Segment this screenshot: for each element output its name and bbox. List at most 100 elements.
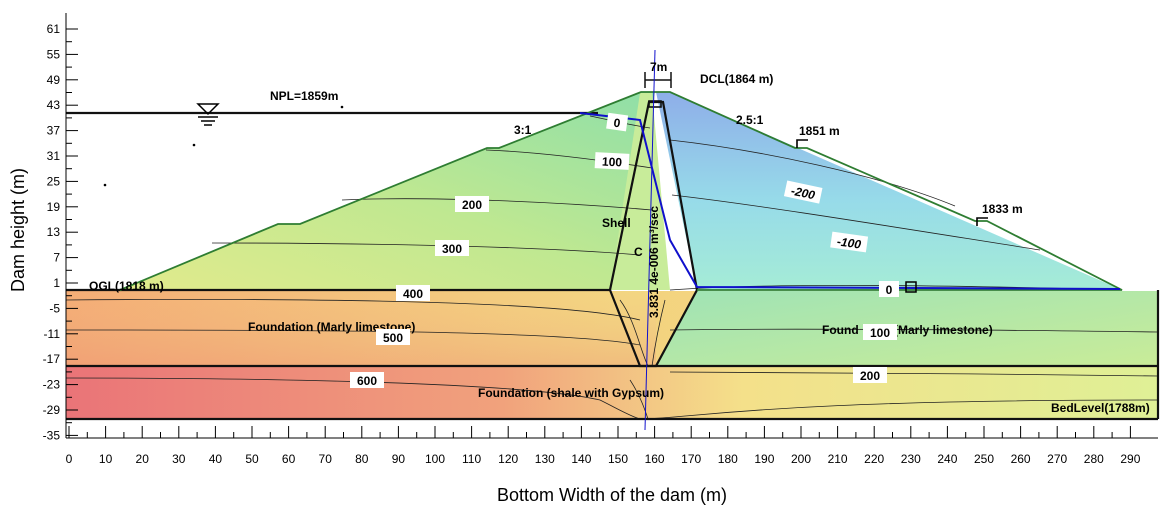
x-tick-label: 270 — [1047, 452, 1067, 466]
y-tick-label: -29 — [43, 403, 61, 417]
x-tick-label: 0 — [66, 452, 73, 466]
stray-point — [340, 105, 344, 109]
x-tick-label: 30 — [172, 452, 186, 466]
foundation-left-label: Foundation (Marly limestone) — [248, 320, 415, 334]
contour-200-downstream — [669, 371, 1159, 377]
axes-frame: 61 55 49 43 37 31 25 19 13 7 1 -5 -11 -17 -23 -29 -35 0 1… — [43, 13, 1158, 466]
contour-minus-200 — [669, 139, 956, 207]
contour-label-100-upstream: 100 — [602, 154, 623, 169]
berm-marker-upper — [796, 139, 808, 148]
y-tick-label: 37 — [47, 124, 61, 138]
y-tick-label: -17 — [43, 352, 61, 366]
drain-marker — [905, 281, 917, 293]
flux-label: 3.831 4e-006 m³/sec — [647, 206, 661, 318]
y-tick-label: 19 — [47, 200, 61, 214]
x-tick-label: 250 — [974, 452, 994, 466]
x-tick-label: 20 — [136, 452, 150, 466]
x-tick-label: 210 — [828, 452, 848, 466]
x-tick-label: 70 — [319, 452, 333, 466]
annotations: NPL=1859m DCL(1864 m) 7m 3:1 2.5:1 1851 … — [89, 60, 1150, 415]
foundation-bottom-label: Foundation (shale with Gypsum) — [478, 386, 664, 400]
y-axis-ticks: 61 55 49 43 37 31 25 19 13 7 1 -5 -11 -17 -23 -29 -35 — [43, 22, 78, 442]
npl-label: NPL=1859m — [270, 89, 338, 103]
x-tick-label: 200 — [791, 452, 811, 466]
foundation-right-label-a: Found — [822, 323, 859, 337]
x-tick-label: 170 — [681, 452, 701, 466]
contour-label-100-downstream: 100 — [870, 326, 890, 340]
y-tick-label: 49 — [47, 73, 61, 87]
x-tick-label: 280 — [1084, 452, 1104, 466]
y-tick-label: -35 — [43, 428, 61, 442]
dcl-label: DCL(1864 m) — [700, 72, 773, 86]
contour-label-500: 500 — [383, 331, 403, 345]
x-tick-label: 40 — [209, 452, 223, 466]
contour-100-upstream — [485, 149, 653, 169]
y-tick-label: 13 — [47, 225, 61, 239]
bed-level-label: BedLevel(1788m) — [1051, 401, 1150, 415]
x-tick-label: 80 — [355, 452, 369, 466]
x-tick-label: 120 — [498, 452, 518, 466]
right-foundation-fill — [656, 291, 1158, 366]
contour-100-downstream — [669, 328, 1159, 333]
core-contour-a — [619, 299, 649, 367]
core-label: C — [634, 245, 643, 259]
foundation-right-label-b: (Marly limestone) — [894, 323, 993, 337]
downstream-slope-label: 2.5:1 — [736, 113, 764, 127]
y-tick-label: 31 — [47, 149, 61, 163]
stray-point — [192, 143, 196, 147]
head-contour-fill — [66, 92, 1158, 419]
x-tick-label: 260 — [1011, 452, 1031, 466]
x-axis-ticks: 0 10 20 30 40 50 60 70 80 90 100 110 120 130 140 150 160… — [66, 426, 1141, 466]
x-tick-label: 240 — [937, 452, 957, 466]
embankment-outline — [119, 91, 1123, 291]
crest-box — [648, 100, 662, 108]
x-tick-label: 130 — [535, 452, 555, 466]
x-tick-label: 50 — [245, 452, 259, 466]
x-tick-label: 60 — [282, 452, 296, 466]
core-outline — [608, 100, 699, 291]
contour-minus-100 — [671, 194, 1041, 251]
contour-label-minus-100: -100 — [836, 234, 862, 251]
contour-bottom-right — [639, 399, 1159, 420]
x-tick-label: 290 — [1120, 452, 1140, 466]
contour-labels: 0 100 200 300 400 500 600 -200 -100 0 10… — [350, 112, 899, 388]
x-tick-label: 110 — [462, 452, 481, 466]
x-tick-label: 190 — [754, 452, 774, 466]
y-tick-label: 61 — [47, 22, 61, 36]
contour-label-0-upstream: 0 — [613, 116, 622, 131]
upstream-shell-fill — [120, 92, 655, 290]
x-tick-label: 180 — [718, 452, 738, 466]
shell-label: Shell — [602, 216, 631, 230]
contour-label-600: 600 — [357, 374, 377, 388]
berm-lower-label: 1833 m — [982, 202, 1023, 216]
contour-300-upstream — [211, 242, 641, 256]
x-axis-title: Bottom Width of the dam (m) — [497, 485, 727, 505]
y-tick-label: 25 — [47, 174, 61, 188]
y-tick-label: 1 — [53, 276, 60, 290]
x-tick-label: 150 — [608, 452, 628, 466]
flux-section-line — [644, 49, 656, 431]
upstream-slope-label: 3:1 — [514, 123, 532, 137]
core-contour-b — [651, 299, 666, 367]
berm-upper-label: 1851 m — [799, 124, 840, 138]
contour-label-0-downstream: 0 — [886, 283, 893, 297]
contour-label-200-downstream: 200 — [860, 369, 880, 383]
downstream-shell-fill — [656, 92, 1122, 290]
y-tick-label: 43 — [47, 98, 61, 112]
dam-structure-lines — [66, 72, 1160, 421]
ogl-label: OGL(1818 m) — [89, 279, 164, 293]
x-tick-label: 220 — [864, 452, 884, 466]
cutoff-outline — [608, 289, 698, 368]
y-tick-label: 7 — [53, 251, 60, 265]
x-tick-label: 90 — [392, 452, 406, 466]
water-level-symbol — [196, 103, 220, 126]
y-tick-label: -5 — [49, 301, 60, 315]
y-axis-title: Dam height (m) — [8, 168, 28, 292]
x-tick-label: 10 — [99, 452, 113, 466]
crest-width-label: 7m — [650, 60, 667, 74]
x-tick-label: 100 — [425, 452, 445, 466]
x-tick-label: 160 — [645, 452, 665, 466]
y-tick-label: -11 — [44, 327, 61, 341]
x-tick-label: 230 — [901, 452, 921, 466]
